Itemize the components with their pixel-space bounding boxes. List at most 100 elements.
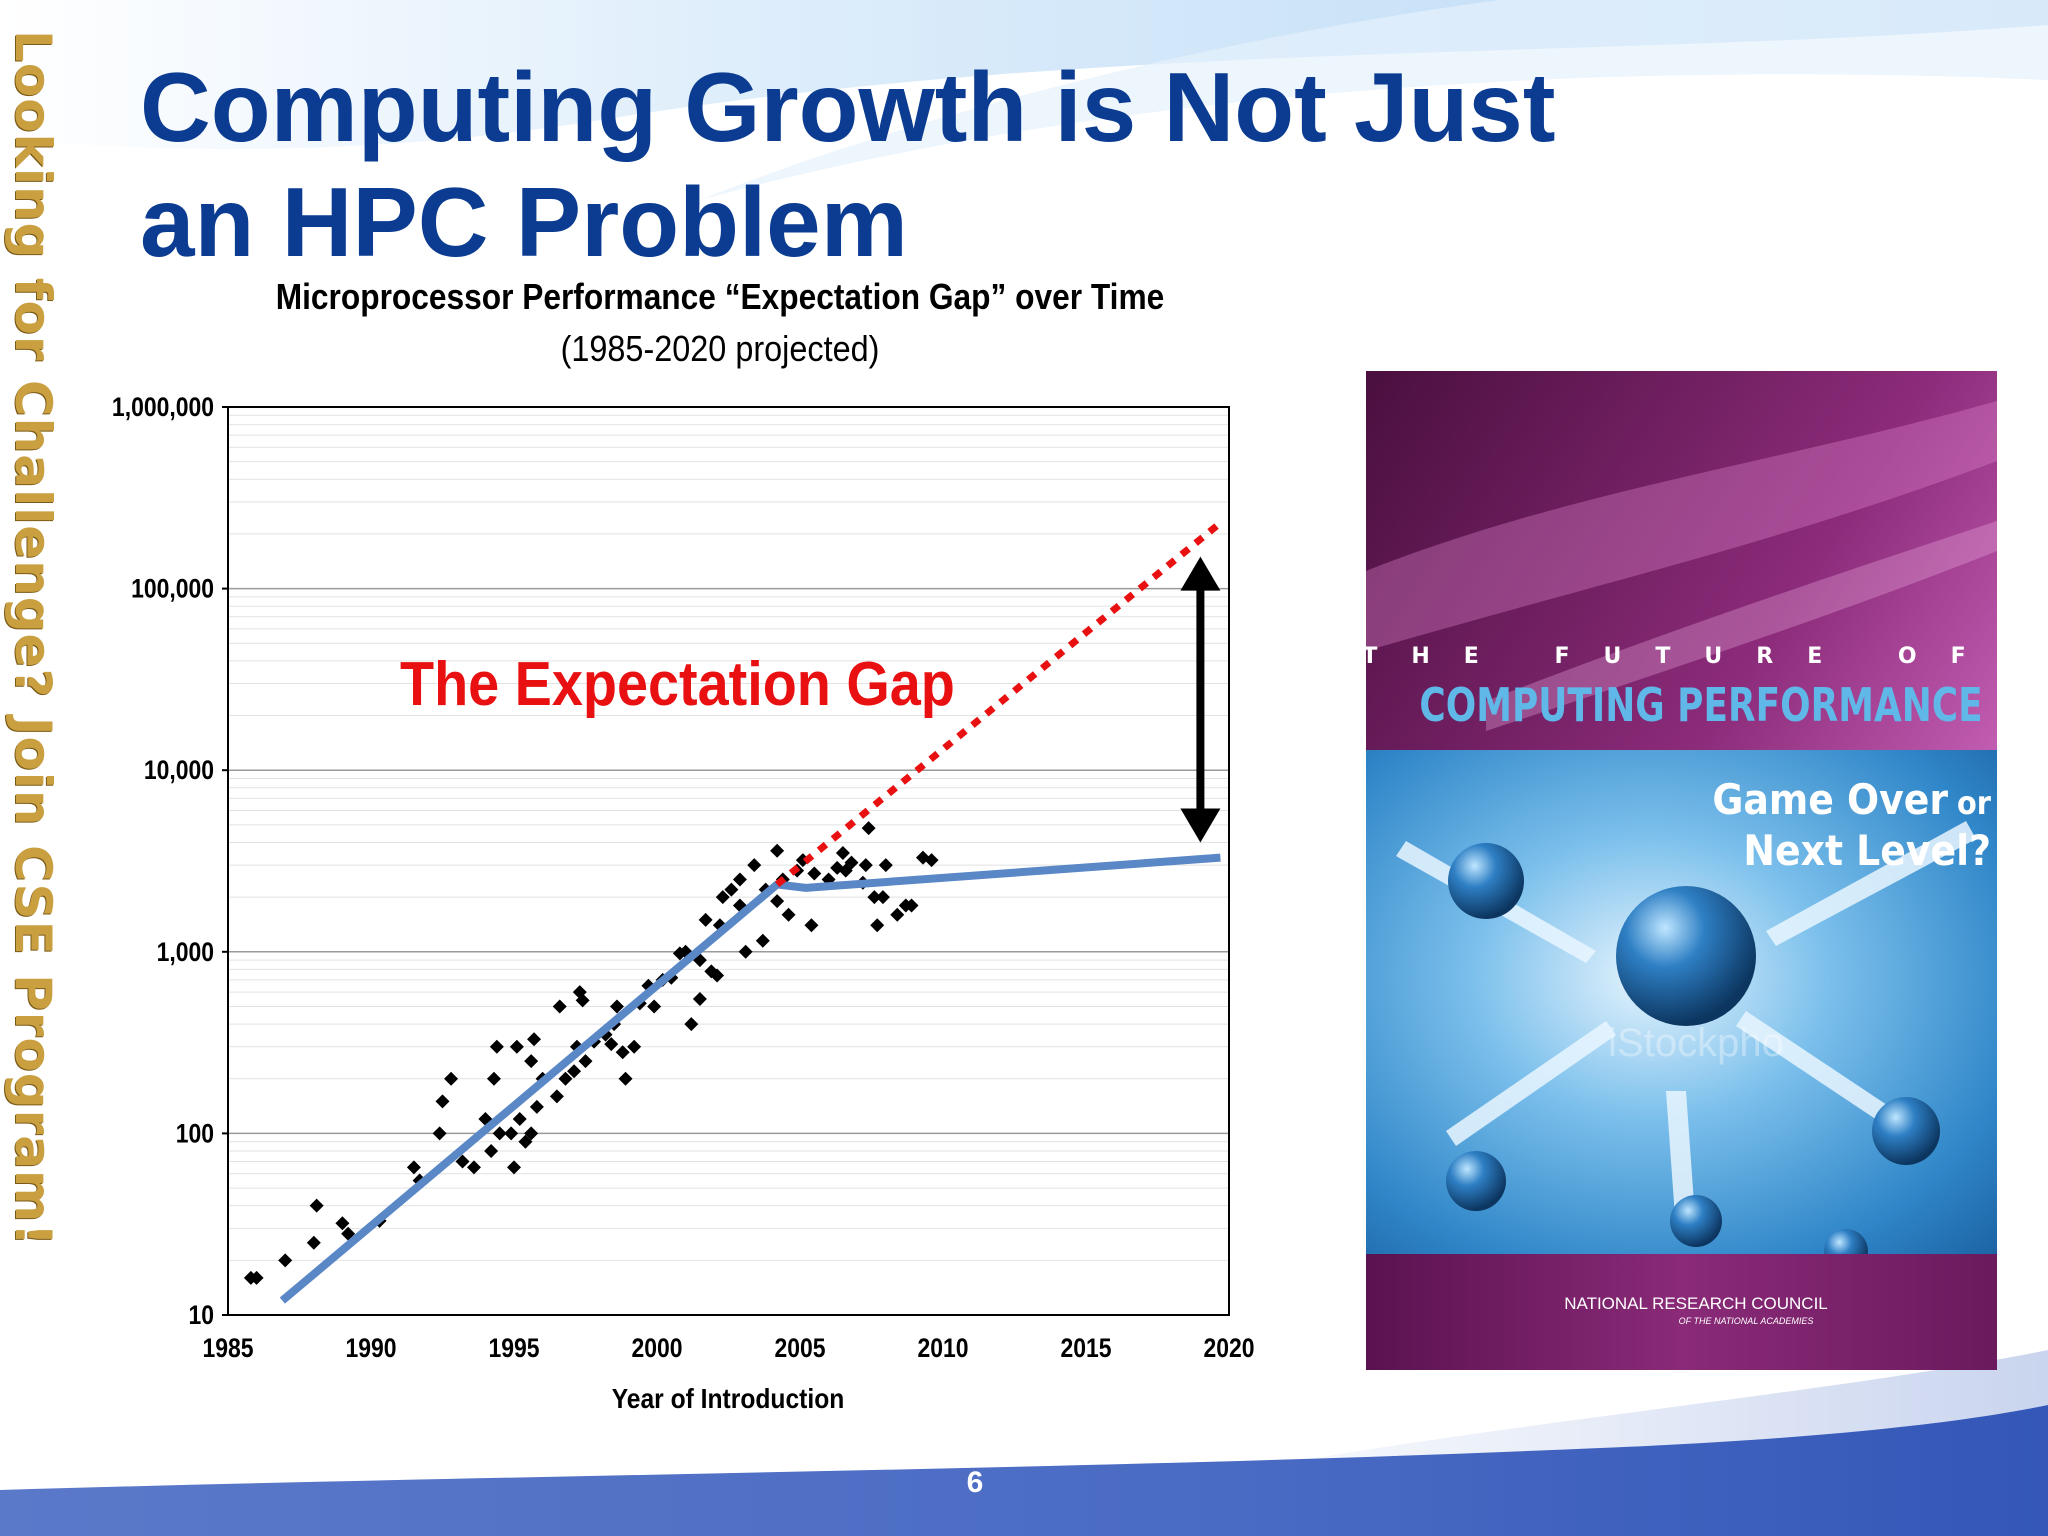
data-point [710, 968, 725, 983]
data-point [558, 1071, 573, 1086]
data-point [924, 853, 939, 868]
expectation-trend-line [774, 520, 1223, 888]
cover-watermark: iStockpho [1608, 1021, 1784, 1065]
cover-tagline-game-over: Game Over [1712, 776, 1948, 824]
x-tick-label: 2005 [774, 1333, 825, 1363]
data-point [615, 1045, 630, 1060]
data-point [455, 1154, 470, 1169]
x-axis-label: Year of Introduction [612, 1383, 845, 1415]
data-point [507, 1160, 521, 1175]
plot-frame [227, 406, 1230, 1316]
data-point [835, 845, 850, 860]
data-point [489, 1039, 504, 1054]
data-point [890, 907, 905, 922]
book-cover-art: THE FUTURE OF COMPUTING PERFORMANCE Game… [1366, 371, 1997, 1370]
gap-arrow-head-up [1180, 556, 1221, 591]
data-point [698, 912, 713, 927]
data-point [552, 999, 567, 1014]
data-point [875, 890, 890, 905]
data-point [904, 898, 919, 913]
data-point [627, 1039, 642, 1054]
data-point [512, 1112, 527, 1127]
globe-sphere [1616, 886, 1756, 1026]
data-point [306, 1235, 321, 1250]
data-point [804, 918, 819, 933]
data-point [732, 872, 747, 887]
data-point [878, 858, 893, 873]
data-point [567, 1064, 582, 1079]
data-point [432, 1126, 447, 1141]
x-tick-label: 2015 [1060, 1333, 1111, 1363]
cover-line1: THE FUTURE OF [1366, 644, 1997, 669]
data-point [858, 858, 873, 873]
slide-title: Computing Growth is Not Just an HPC Prob… [140, 50, 1640, 280]
data-point [335, 1216, 350, 1231]
data-point [249, 1270, 264, 1285]
data-point [867, 890, 882, 905]
y-tick-label: 10 [188, 1300, 214, 1330]
data-point [609, 999, 624, 1014]
data-point [692, 991, 707, 1006]
data-point [770, 894, 785, 909]
slide-title-line1: Computing Growth is Not Just [140, 52, 1556, 162]
actual-trend-line [279, 853, 1221, 1304]
data-point [466, 1160, 481, 1175]
data-point [807, 866, 822, 881]
data-point [435, 1094, 450, 1109]
data-point [844, 855, 859, 870]
cover-line2: COMPUTING PERFORMANCE [1419, 679, 1982, 733]
data-point [578, 1054, 593, 1069]
chart-title: Microprocessor Performance “Expectation … [275, 276, 1165, 317]
data-point [549, 1089, 564, 1104]
data-point [529, 1099, 544, 1114]
data-point [647, 999, 662, 1014]
y-tick-label: 1,000,000 [112, 392, 214, 422]
slide-title-line2: an HPC Problem [140, 167, 908, 277]
x-tick-label: 2010 [917, 1333, 968, 1363]
x-tick-label: 2020 [1203, 1333, 1254, 1363]
data-point [524, 1054, 539, 1069]
data-point [755, 933, 770, 948]
data-point [747, 858, 762, 873]
book-cover: THE FUTURE OF COMPUTING PERFORMANCE Game… [1366, 371, 1997, 1370]
data-point [518, 1134, 533, 1149]
data-point [684, 1017, 699, 1032]
y-tick-label: 100 [176, 1119, 214, 1149]
data-point [870, 918, 885, 933]
data-point [444, 1071, 459, 1086]
publisher-name: NATIONAL RESEARCH COUNCIL [1564, 1294, 1828, 1313]
y-tick-label: 10,000 [144, 755, 214, 785]
data-point [524, 1126, 539, 1141]
data-point [406, 1160, 421, 1175]
data-point [492, 1126, 507, 1141]
data-point [715, 890, 730, 905]
chart-subtitle: (1985-2020 projected) [560, 328, 880, 369]
gap-arrow-head-down [1180, 808, 1221, 843]
data-point [738, 944, 753, 959]
page-number: 6 [966, 1466, 984, 1499]
x-tick-label: 1990 [345, 1333, 396, 1363]
data-point [781, 907, 796, 922]
publisher-subtitle: OF THE NATIONAL ACADEMIES [1679, 1316, 1814, 1326]
data-point [504, 1126, 519, 1141]
data-point [724, 882, 739, 897]
data-point [484, 1143, 499, 1158]
data-point [309, 1198, 324, 1213]
data-point [509, 1039, 524, 1054]
cover-tagline-line2: Next Level? [1743, 827, 1991, 875]
cover-tagline-line1: Game Over or [1712, 776, 1991, 824]
x-tick-label: 1985 [202, 1333, 253, 1363]
expectation-gap-label: The Expectation Gap [400, 650, 955, 718]
x-tick-label: 2000 [631, 1333, 682, 1363]
y-tick-label: 1,000 [157, 937, 214, 967]
data-point [770, 843, 785, 858]
data-point [486, 1071, 501, 1086]
data-point [604, 1037, 619, 1052]
data-point [527, 1032, 542, 1047]
x-tick-label: 1995 [488, 1333, 539, 1363]
y-tick-label: 100,000 [131, 574, 214, 604]
data-point [861, 821, 876, 836]
cover-tagline-or: or [1957, 786, 1991, 823]
